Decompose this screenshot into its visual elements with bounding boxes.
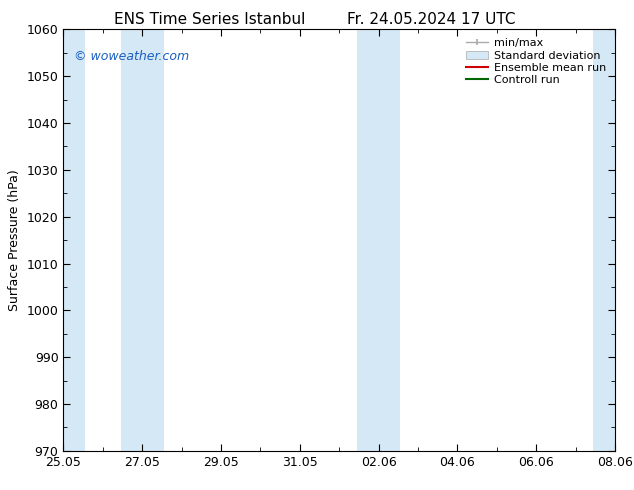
Text: ENS Time Series Istanbul: ENS Time Series Istanbul [113,12,305,27]
Legend: min/max, Standard deviation, Ensemble mean run, Controll run: min/max, Standard deviation, Ensemble me… [463,35,609,88]
Text: © woweather.com: © woweather.com [74,50,190,64]
Bar [357,29,400,451]
Bar [61,29,85,451]
Bar [120,29,164,451]
Y-axis label: Surface Pressure (hPa): Surface Pressure (hPa) [8,169,21,311]
Text: Fr. 24.05.2024 17 UTC: Fr. 24.05.2024 17 UTC [347,12,515,27]
Bar [593,29,617,451]
